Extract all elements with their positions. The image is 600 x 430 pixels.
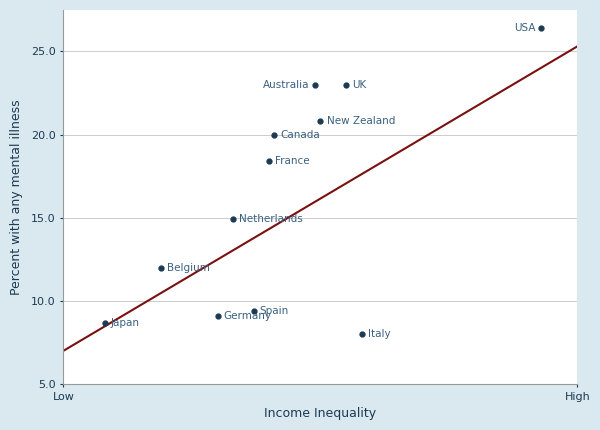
Text: Japan: Japan xyxy=(111,317,140,328)
Text: Netherlands: Netherlands xyxy=(239,215,303,224)
Text: Belgium: Belgium xyxy=(167,263,210,273)
Text: Canada: Canada xyxy=(280,129,320,139)
Text: Italy: Italy xyxy=(368,329,391,339)
Text: UK: UK xyxy=(352,80,367,89)
Y-axis label: Percent with any mental illness: Percent with any mental illness xyxy=(10,99,23,295)
Text: Spain: Spain xyxy=(260,306,289,316)
Text: Germany: Germany xyxy=(224,311,272,321)
Text: Australia: Australia xyxy=(263,80,309,89)
Text: USA: USA xyxy=(514,23,535,33)
Text: New Zealand: New Zealand xyxy=(326,116,395,126)
X-axis label: Income Inequality: Income Inequality xyxy=(265,407,376,420)
Text: France: France xyxy=(275,156,310,166)
